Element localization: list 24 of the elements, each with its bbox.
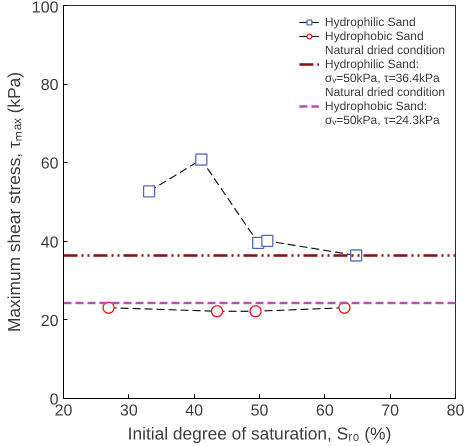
x-tick-label: 50 bbox=[250, 402, 268, 420]
x-tick-label: 60 bbox=[316, 402, 334, 420]
point bbox=[249, 305, 262, 318]
y-tick-label: 40 bbox=[40, 234, 59, 252]
point bbox=[350, 249, 362, 262]
legend-label: Natural dried condition Hydrophobic Sand: σᵥ=50kPa, τ=24.3kPa bbox=[324, 85, 445, 127]
y-axis-title: Maximum shear stress, τₘₐₓ (kPa) bbox=[4, 72, 24, 332]
x-axis-title: Initial degree of saturation, Sᵣ₀ (%) bbox=[128, 424, 392, 444]
y-tick-label: 100 bbox=[32, 0, 59, 16]
y-tick-label: 20 bbox=[40, 312, 59, 330]
x-tick-label: 70 bbox=[381, 402, 400, 420]
point bbox=[195, 153, 208, 166]
point bbox=[261, 234, 274, 248]
y-tick-label: 80 bbox=[40, 77, 59, 94]
x-tick-label: 80 bbox=[446, 402, 464, 420]
legend-label: Hydrophilic Sand bbox=[324, 15, 416, 29]
y-tick-label: 60 bbox=[40, 156, 59, 173]
x-tick-label: 30 bbox=[120, 402, 138, 420]
point bbox=[102, 302, 115, 314]
point bbox=[142, 185, 156, 198]
legend-label: Natural dried condition Hydrophilic Sand: σᵥ=50kPa, τ=36.4kPa bbox=[324, 43, 445, 85]
legend-label: Hydrophobic Sand bbox=[324, 29, 424, 43]
x-tick-label: 40 bbox=[185, 402, 204, 420]
point bbox=[210, 305, 224, 318]
